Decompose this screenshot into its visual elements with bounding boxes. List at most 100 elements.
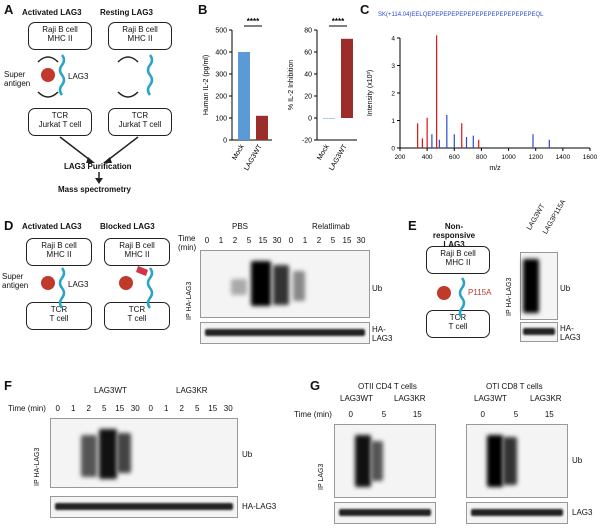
g1-time-0: 0 — [348, 410, 353, 419]
c-ylabel: Intensity (x10³) — [367, 70, 374, 116]
b1-bar-1 — [256, 115, 268, 140]
d-time-7: 1 — [302, 236, 308, 245]
c-ytick-4: 4 — [391, 36, 395, 43]
panel-e-diagram-graphics — [437, 277, 466, 319]
c-ytick-3: 3 — [391, 63, 395, 70]
lag3-label-d: LAG3 — [68, 280, 89, 289]
d-time-1: 1 — [218, 236, 224, 245]
c-xlabel: m/z — [489, 165, 501, 172]
f-time-4: 15 — [115, 404, 125, 413]
g2-time-2: 15 — [544, 410, 554, 419]
f-time-5: 30 — [130, 404, 140, 413]
b2-ytick-0: -20 — [302, 138, 312, 145]
mass-spectrometry-label: Mass spectrometry — [58, 185, 131, 194]
time-points-g2: 0 5 15 — [466, 410, 566, 420]
f-time-11: 30 — [223, 404, 233, 413]
raji-cell-e: Raji B cell MHC II — [426, 246, 490, 274]
d-time-9: 5 — [330, 236, 336, 245]
c-xtick-4: 1000 — [501, 154, 516, 161]
d-time-3: 5 — [246, 236, 252, 245]
b1-ylabel: Human IL-2 (pg/ml) — [203, 55, 210, 115]
d-time-11: 30 — [356, 236, 366, 245]
panel-a-left-title: Activated LAG3 — [22, 8, 82, 17]
b1-ytick-0: 0 — [223, 138, 227, 145]
d-time-10: 15 — [342, 236, 352, 245]
raji-b-cell-left: Raji B cell MHC II — [28, 22, 92, 50]
ub-label-e: Ub — [560, 284, 571, 293]
b2-bar-0 — [323, 118, 335, 119]
group-pbs-label: PBS — [232, 222, 249, 231]
panel-e-label: E — [408, 218, 417, 233]
lag3-helix-left — [58, 54, 66, 96]
t-cell-d-left: TCR T cell — [26, 302, 92, 330]
ip-label-f: IP HA-LAG3 — [34, 447, 41, 486]
c-xtick-0: 200 — [395, 154, 406, 161]
time-label-f: Time (min) — [8, 404, 46, 413]
lag3-purification-label: LAG3 Purification — [64, 162, 132, 171]
panel-a-label: A — [4, 2, 14, 17]
d-time-4: 15 — [258, 236, 268, 245]
f-time-1: 1 — [71, 404, 76, 413]
ha-lag3-label-e: HA-LAG3 — [560, 324, 581, 342]
b2-ytick-1: 0 — [308, 116, 312, 123]
b2-ytick-4: 60 — [304, 50, 312, 57]
b2-ytick-5: 80 — [304, 28, 312, 35]
panel-e-title: Non-responsive LAG3 — [432, 222, 476, 249]
group-relatlimab-label: Relatlimab — [312, 222, 350, 231]
time-points-d: 0 1 2 5 15 30 0 1 2 5 15 30 — [200, 236, 368, 246]
c-xtick-5: 1200 — [528, 154, 543, 161]
b2-ytick-3: 40 — [304, 72, 312, 79]
c-ytick-2: 2 — [391, 91, 395, 98]
relatlimab-antibody-shape — [136, 266, 148, 276]
group-lag3wt-g1: LAG3WT — [340, 394, 373, 403]
d-time-2: 2 — [232, 236, 238, 245]
ha-lag3-label-f: HA-LAG3 — [242, 502, 277, 511]
raji-b-cell-right: Raji B cell MHC II — [108, 22, 172, 50]
ub-label-d: Ub — [372, 284, 383, 293]
p115a-mutation-label: P115A — [468, 288, 492, 297]
f-time-2: 2 — [86, 404, 91, 413]
ip-label-e: IP HA-LAG3 — [506, 277, 513, 316]
lag3-blot-g1 — [334, 502, 436, 524]
ha-lag3-blot-f — [50, 496, 238, 518]
f-time-3: 5 — [102, 404, 107, 413]
f-time-6: 0 — [148, 404, 153, 413]
super-antigen-label-d: Super antigen — [2, 272, 29, 290]
f-time-8: 2 — [179, 404, 184, 413]
peptide-sequence: SK(+114.04)EELQEPEPEPEPEPEPEPEPEPEPEPEPE… — [378, 12, 544, 18]
time-points-f: 0 1 2 5 15 30 0 1 2 5 15 30 — [50, 404, 236, 414]
t-cell-e: TCR T cell — [426, 310, 490, 338]
c-ytick-0: 0 — [391, 146, 395, 153]
group-lag3kr-g1: LAG3KR — [394, 394, 426, 403]
ha-lag3-blot-e — [520, 322, 558, 342]
raji-cell-d-right: Raji B cell MHC II — [104, 238, 170, 266]
c-xtick-1: 400 — [422, 154, 433, 161]
t-cell-d-right: TCR T cell — [104, 302, 170, 330]
group-lag3kr-g2: LAG3KR — [530, 394, 562, 403]
panel-f-label: F — [4, 378, 12, 393]
g1-time-2: 15 — [412, 410, 422, 419]
ip-label-g: IP LAG3 — [318, 463, 325, 490]
b1-ytick-2: 200 — [215, 94, 227, 101]
ub-label-f: Ub — [242, 450, 253, 459]
d-time-8: 2 — [316, 236, 322, 245]
mass-spectrum-chart: 200 400 600 800 1000 1200 1400 1600 0 1 2 3 4 m/z Inte… — [367, 35, 598, 172]
g2-time-0: 0 — [480, 410, 485, 419]
ha-lag3-label-d: HA-LAG3 — [372, 325, 393, 343]
f-time-10: 15 — [208, 404, 218, 413]
ha-lag3-blot-d — [200, 322, 370, 344]
jurkat-cell-left: TCR Jurkat T cell — [28, 108, 92, 136]
ub-blot-d — [200, 250, 370, 318]
jurkat-cell-right: TCR Jurkat T cell — [108, 108, 172, 136]
b1-significance: **** — [247, 17, 260, 26]
panel-b-label: B — [198, 2, 208, 17]
b2-significance: **** — [332, 17, 345, 26]
panel-g-right-title: OTI CD8 T cells — [486, 382, 543, 391]
f-time-0: 0 — [55, 404, 60, 413]
panel-a-diagram-graphics — [37, 54, 154, 184]
b1-ytick-3: 300 — [215, 72, 227, 79]
panel-g-label: G — [310, 378, 321, 393]
d-time-5: 30 — [272, 236, 282, 245]
